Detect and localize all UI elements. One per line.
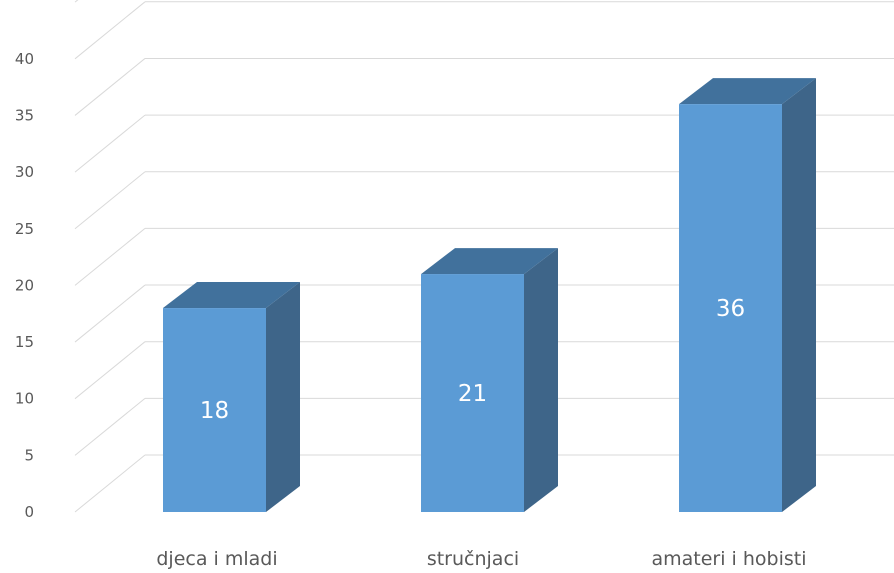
gridline-depth xyxy=(74,114,146,173)
bars: 18 21 36 xyxy=(163,78,816,513)
bar-side xyxy=(782,78,816,513)
bar-group: 21 xyxy=(421,248,558,512)
bar-group: 18 xyxy=(163,282,300,512)
bar-top xyxy=(421,248,558,275)
bar xyxy=(421,274,524,512)
data-label: 36 xyxy=(716,296,745,322)
x-axis-label: djeca i mladi xyxy=(156,548,277,570)
y-tick-label: 30 xyxy=(15,163,34,181)
data-label: 21 xyxy=(458,381,487,407)
gridline-depth xyxy=(74,284,146,343)
gridline-depth xyxy=(74,397,146,456)
data-label: 18 xyxy=(200,398,229,424)
gridline-depth xyxy=(74,1,146,60)
gridline-depth xyxy=(74,228,146,286)
x-axis-label: stručnjaci xyxy=(427,548,519,570)
gridline-depth xyxy=(74,454,146,513)
y-tick-label: 15 xyxy=(15,333,34,351)
bar xyxy=(163,308,266,512)
gridline-depth xyxy=(74,58,146,116)
gridline-depth xyxy=(74,341,146,400)
gridline-depth xyxy=(74,0,79,3)
y-tick-label: 35 xyxy=(15,106,34,124)
gridline-depth xyxy=(74,171,146,230)
x-axis-label: amateri i hobisti xyxy=(651,548,806,570)
y-axis-ticks: 0 5 10 15 20 25 30 35 40 xyxy=(15,50,34,521)
y-tick-label: 40 xyxy=(15,50,34,68)
y-tick-label: 20 xyxy=(15,276,34,294)
x-axis-labels: djeca i mladi stručnjaci amateri i hobisti xyxy=(156,548,806,570)
bar-group: 36 xyxy=(679,78,816,513)
y-tick-label: 25 xyxy=(15,220,34,238)
bar xyxy=(679,104,782,513)
y-tick-label: 0 xyxy=(24,503,34,521)
bar-side xyxy=(266,282,300,512)
bar-top xyxy=(679,78,816,105)
y-tick-label: 10 xyxy=(15,390,34,408)
bar-side xyxy=(524,248,558,512)
bar-top xyxy=(163,282,300,309)
y-tick-label: 5 xyxy=(24,446,34,464)
